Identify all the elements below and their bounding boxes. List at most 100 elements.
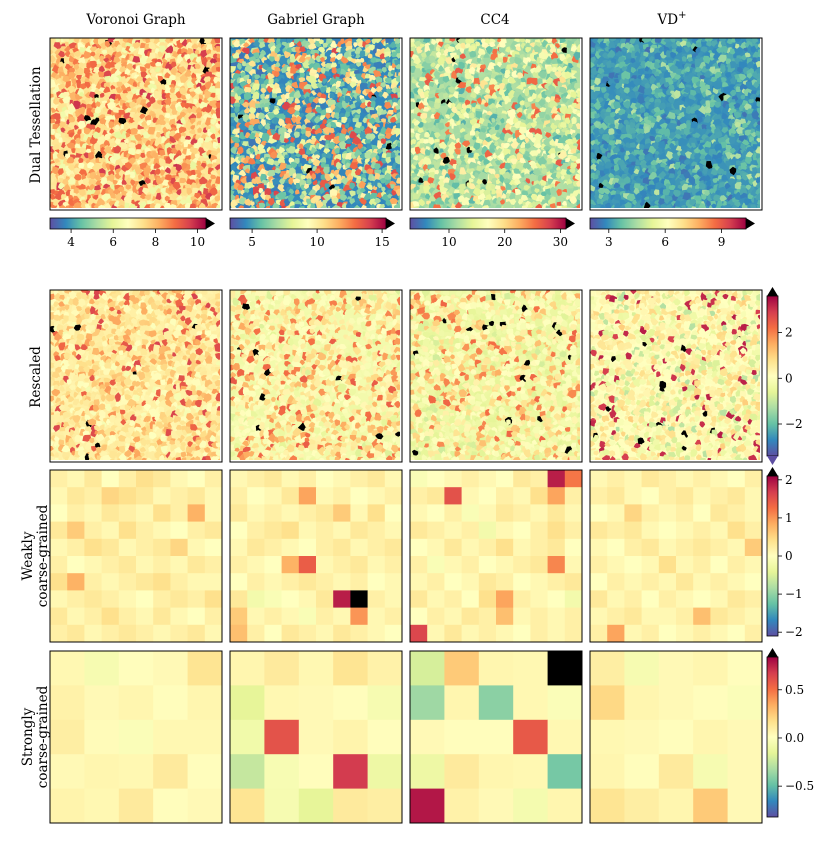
tess-cell [79, 420, 88, 429]
tess-cell [344, 105, 353, 114]
tess-cell [296, 377, 302, 383]
tess-cell [216, 311, 220, 320]
tess-cell [125, 290, 132, 294]
tess-cell [160, 445, 170, 454]
tess-cell [239, 38, 246, 45]
tess-cell [175, 72, 181, 77]
tess-cell [128, 351, 134, 358]
panel-frame [229, 289, 403, 463]
tess-cell [433, 111, 441, 120]
tess-cell [100, 177, 108, 186]
tess-cell [266, 158, 275, 166]
tess-cell [340, 38, 345, 44]
tess-cell [114, 426, 121, 431]
tess-cell [259, 42, 266, 49]
tess-cell [73, 50, 81, 57]
tess-cell [110, 194, 117, 199]
tess-cell [209, 187, 218, 196]
tess-cell [393, 322, 400, 332]
panel-frame [49, 289, 223, 463]
tess-cell [180, 445, 186, 452]
tess-cell [299, 46, 306, 53]
tess-cell [293, 90, 302, 100]
column-title-voronoi: Voronoi Graph [85, 12, 186, 28]
tess-cell [268, 78, 274, 85]
tess-cell [276, 417, 282, 422]
tess-cell [434, 169, 439, 175]
tess-cell [321, 333, 327, 340]
tess-cell [305, 122, 315, 130]
tess-cell [433, 128, 441, 134]
tess-cell [269, 123, 276, 130]
tess-cell [293, 362, 302, 370]
tess-cell [114, 51, 123, 58]
tess-cell [333, 112, 340, 120]
tess-cell [50, 184, 56, 191]
tess-cell [366, 390, 373, 397]
tess-cell [433, 141, 441, 150]
tess-cell [184, 435, 193, 443]
tess-cell [74, 124, 79, 130]
tess-cell [364, 39, 372, 44]
tess-cell [345, 303, 353, 311]
tess-cell [374, 384, 382, 391]
tess-cell [247, 193, 254, 201]
tess-cell [153, 158, 161, 166]
tess-cell [153, 308, 161, 316]
tess-cell [351, 408, 357, 417]
tess-cell [60, 46, 67, 53]
tess-cell [412, 155, 419, 161]
tess-cell [349, 198, 356, 205]
tess-cell [243, 129, 250, 136]
tess-cell [287, 439, 293, 446]
vd-superscript: + [678, 10, 686, 21]
tess-cell [88, 111, 95, 118]
tess-cell [119, 142, 128, 150]
row-label-line1: Strongly [20, 707, 36, 766]
tess-cell [331, 429, 339, 436]
tess-cell [140, 437, 147, 447]
tess-cell [149, 358, 157, 365]
tess-cell [233, 128, 240, 134]
tess-cell [410, 138, 417, 146]
tess-cell [319, 102, 326, 109]
tess-cell [164, 113, 171, 119]
tess-cell [135, 76, 143, 82]
tess-cell [141, 307, 148, 315]
tess-cell [154, 67, 161, 73]
tess-cell [190, 125, 196, 131]
tess-cell [315, 201, 324, 208]
tess-cell [92, 318, 101, 327]
tess-cell [267, 112, 275, 121]
tess-cell [233, 419, 240, 427]
tess-cell [399, 136, 400, 140]
tess-cell [230, 451, 236, 458]
tess-cell [339, 194, 348, 201]
tess-cell [184, 135, 192, 141]
tess-cell [50, 343, 55, 351]
tess-cell [178, 126, 187, 134]
tess-cell [312, 195, 321, 202]
tess-cell [257, 378, 265, 386]
tess-cell [311, 432, 317, 438]
tess-cell [417, 121, 424, 129]
tess-cell [214, 342, 220, 352]
tess-cell [353, 304, 362, 311]
tess-cell [155, 429, 162, 437]
tess-cell [396, 296, 400, 306]
tess-cell [349, 182, 356, 190]
tess-cell [230, 457, 233, 460]
tess-cell [218, 458, 220, 460]
tess-cell [62, 75, 71, 84]
tess-cell [364, 370, 371, 378]
tess-cell [249, 456, 254, 460]
tess-cell [355, 379, 362, 387]
tess-cell [412, 201, 420, 208]
tess-cell [422, 156, 432, 166]
tess-cell [103, 140, 110, 147]
tess-cell [353, 290, 361, 297]
tess-cell [359, 131, 367, 141]
tess-cell [99, 346, 104, 352]
tess-cell [250, 333, 257, 340]
tess-cell [54, 457, 59, 460]
